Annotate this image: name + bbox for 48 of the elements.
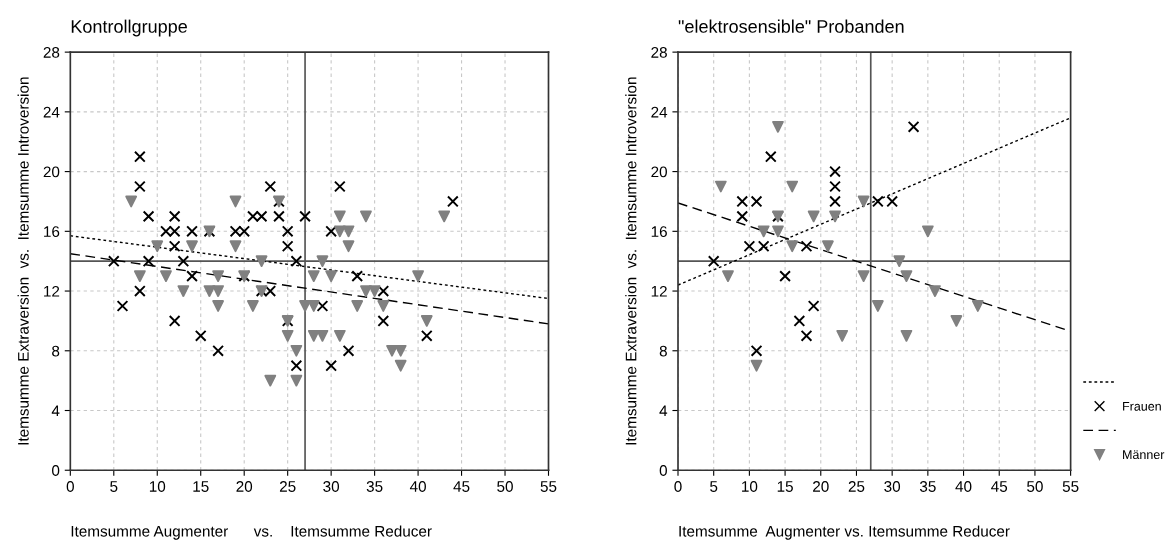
y-tick-label: 20 — [651, 166, 667, 178]
y-tick-label: 24 — [43, 106, 60, 118]
y-tick-label: 0 — [52, 465, 60, 476]
x-tick-label: 35 — [919, 481, 936, 492]
y-tick-label: 4 — [51, 405, 60, 417]
y-tick-label: 0 — [659, 465, 667, 476]
y-axis-title: Itemsumme Extraversion vs. Itemsumme Introversion — [17, 77, 29, 445]
x-tick-label: 50 — [1027, 481, 1043, 492]
y-tick-label: 12 — [651, 285, 667, 297]
x-tick-label: 35 — [366, 481, 383, 492]
chart-title: Kontrollgruppe — [71, 19, 187, 37]
legend-label: Männer — [1123, 450, 1165, 460]
y-tick-label: 8 — [659, 345, 667, 357]
y-tick-label: 16 — [651, 226, 667, 237]
x-axis-title: Itemsumme Augmenter vs. Itemsumme Reducer — [679, 525, 1010, 540]
legend-label: Frauen — [1123, 401, 1161, 411]
y-tick-label: 28 — [651, 47, 667, 58]
x-tick-label: 5 — [110, 481, 118, 492]
x-tick-label: 40 — [409, 481, 426, 492]
x-tick-label: 45 — [991, 481, 1008, 492]
y-axis-title: Itemsumme Extraversion vs. Itemsumme Introversion — [625, 77, 637, 445]
x-tick-label: 0 — [674, 481, 682, 492]
x-tick-label: 55 — [1062, 481, 1079, 492]
x-tick-label: 50 — [497, 481, 513, 492]
x-axis-title: Itemsumme Augmenter vs. Itemsumme Reducer — [71, 525, 432, 540]
x-tick-label: 25 — [848, 481, 865, 492]
x-tick-label: 55 — [540, 481, 557, 492]
x-tick-label: 40 — [955, 481, 972, 492]
y-tick-label: 24 — [651, 106, 668, 118]
x-tick-label: 30 — [323, 481, 340, 492]
x-tick-label: 10 — [742, 481, 758, 492]
x-tick-label: 0 — [66, 481, 74, 492]
y-tick-label: 28 — [43, 47, 60, 58]
y-tick-label: 4 — [659, 405, 668, 417]
x-tick-label: 5 — [710, 481, 718, 492]
y-tick-label: 16 — [44, 226, 60, 237]
x-tick-label: 45 — [453, 481, 470, 492]
y-tick-label: 20 — [43, 166, 60, 178]
x-tick-label: 30 — [884, 481, 901, 492]
x-tick-label: 10 — [149, 481, 166, 492]
x-tick-label: 15 — [193, 481, 209, 492]
x-tick-label: 25 — [279, 481, 296, 492]
y-tick-label: 8 — [52, 345, 60, 357]
chart-title: "elektrosensible" Probanden — [678, 19, 904, 33]
y-tick-label: 12 — [44, 285, 60, 297]
x-tick-label: 20 — [813, 481, 829, 492]
x-tick-label: 20 — [236, 481, 253, 492]
x-tick-label: 15 — [777, 481, 793, 492]
